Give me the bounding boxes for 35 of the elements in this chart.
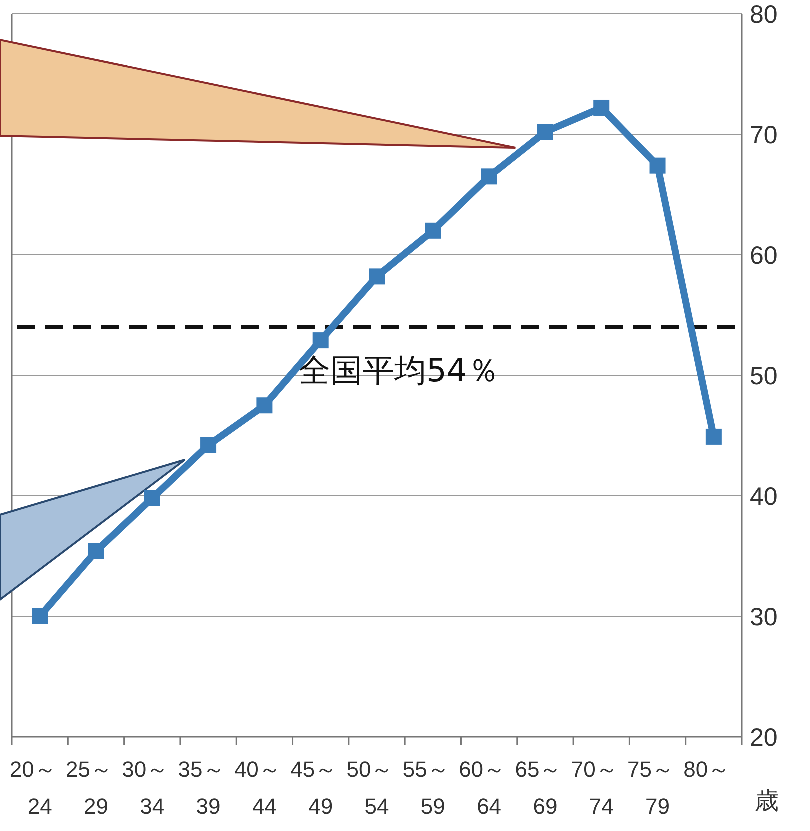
x-tick-label: 20～ 24: [10, 757, 56, 819]
x-tick-label: 40～ 44: [234, 757, 281, 819]
x-tick-label: 80～: [684, 757, 730, 782]
y-tick-label: 20: [750, 724, 778, 752]
point: [369, 268, 385, 285]
x-tick-label: 75～ 79: [628, 757, 674, 819]
x-tick-label: 35～ 39: [178, 757, 225, 819]
x-tick-label: 30～ 34: [122, 757, 169, 819]
x-tick-label: 45～ 49: [290, 757, 338, 819]
point: [144, 490, 160, 506]
point: [425, 222, 442, 239]
x-tick-label: 60～ 64: [459, 757, 506, 819]
y-tick-label: 70: [750, 122, 778, 150]
point: [481, 168, 498, 185]
point: [594, 100, 610, 116]
y-tick-label: 50: [750, 362, 778, 390]
point: [32, 608, 48, 624]
point: [537, 124, 554, 140]
x-tick-label: 65～ 69: [515, 757, 562, 819]
x-tick-label: 70～ 74: [571, 757, 618, 819]
y-tick-label: 80: [750, 1, 778, 29]
point: [706, 428, 722, 445]
y-tick-label: 60: [750, 242, 778, 270]
x-tick-label: 25～ 29: [66, 757, 112, 819]
x-tick-label: 50～ 54: [346, 757, 394, 819]
point: [312, 332, 329, 349]
x-tick-label: 55～ 59: [402, 757, 450, 819]
ref-line-label: 全国平均54％: [298, 351, 500, 390]
point: [256, 398, 273, 414]
y-tick-label: 40: [750, 483, 778, 511]
point: [88, 543, 104, 560]
point: [650, 158, 666, 174]
y-tick-label: 30: [750, 604, 778, 632]
point: [200, 437, 217, 454]
x-axis-title: 歳: [755, 787, 779, 815]
